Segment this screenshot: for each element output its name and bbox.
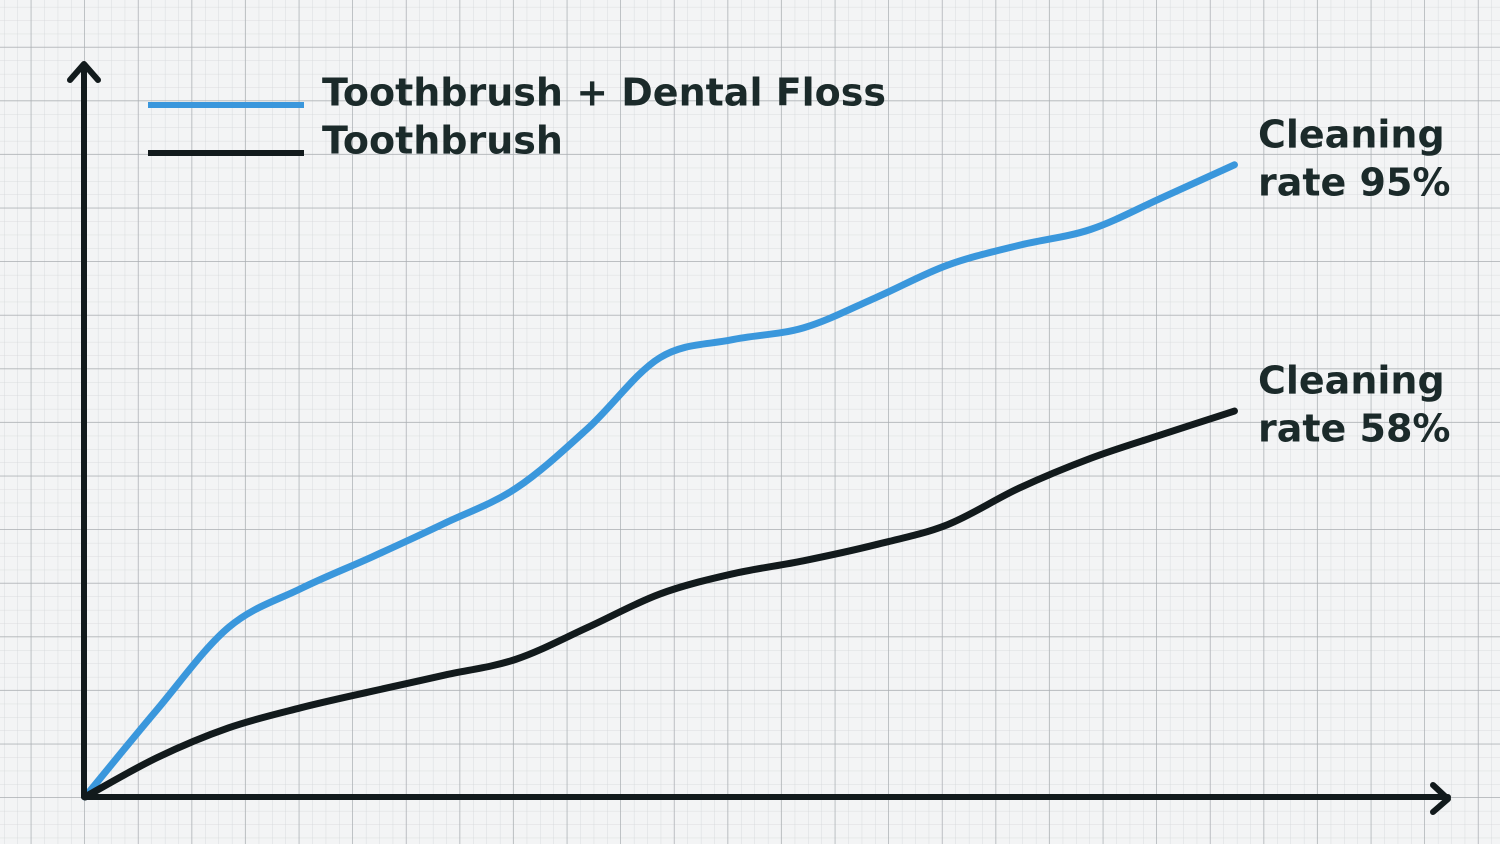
data-line [81,407,1238,801]
x-axis [81,782,1451,815]
y-axis [67,61,101,800]
annotation: rate 95% [1258,160,1451,204]
legend-label: Toothbrush + Dental Floss [322,71,886,115]
data-line [81,161,1238,801]
annotation: Cleaning [1258,112,1445,156]
annotation: Cleaning [1258,359,1445,403]
legend-label: Toothbrush [322,119,563,163]
annotation: rate 58% [1258,407,1451,451]
